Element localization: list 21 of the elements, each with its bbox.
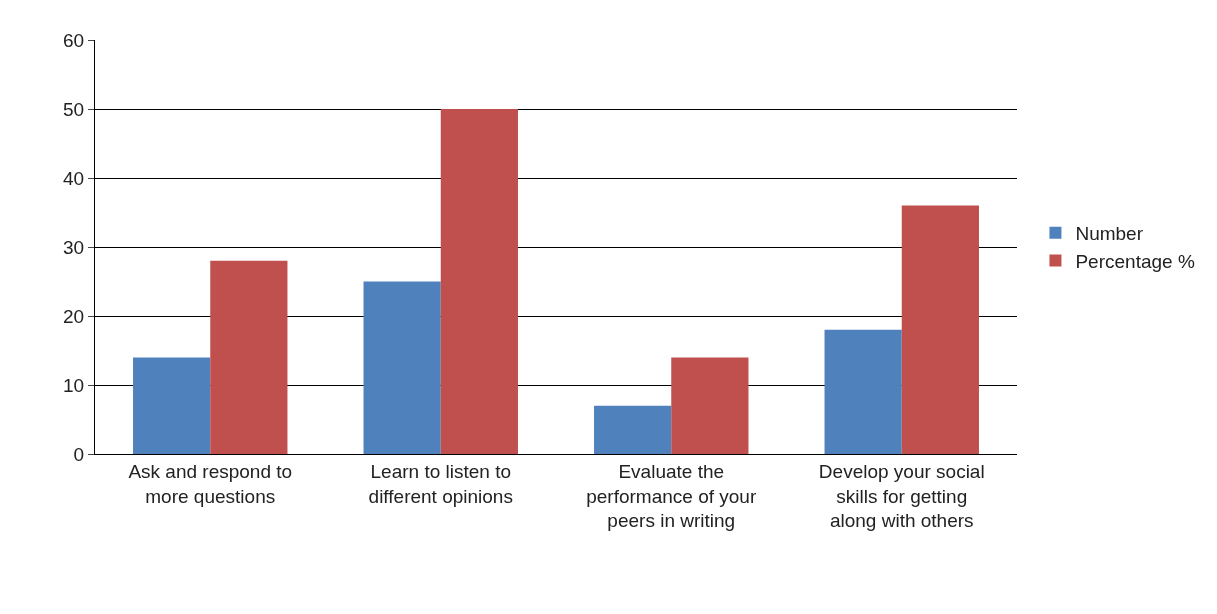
bar — [594, 405, 672, 454]
x-tick-label: Learn to listen to different opinions — [368, 460, 513, 507]
y-tick-label: 50 — [63, 98, 85, 120]
y-tick-label: 20 — [63, 305, 85, 327]
legend-label: Percentage % — [1075, 250, 1195, 272]
bar — [824, 329, 902, 454]
y-tick-label: 0 — [73, 443, 85, 465]
bar — [363, 281, 441, 454]
y-tick-label: 30 — [63, 236, 85, 258]
bar — [133, 357, 211, 454]
x-tick-label: Evaluate the performance of your peers in writing — [586, 460, 757, 532]
y-tick-label: 60 — [63, 29, 85, 51]
bar — [210, 260, 288, 454]
legend-label: Number — [1075, 223, 1144, 245]
bar — [901, 205, 979, 454]
y-tick-label: 10 — [63, 374, 85, 396]
bar — [671, 357, 749, 454]
x-tick-label: Ask and respond to more questions — [128, 460, 293, 507]
x-tick-label: Develop your social skills for getting along with others — [818, 460, 985, 532]
y-tick-label: 40 — [63, 167, 85, 189]
bar — [440, 109, 518, 454]
